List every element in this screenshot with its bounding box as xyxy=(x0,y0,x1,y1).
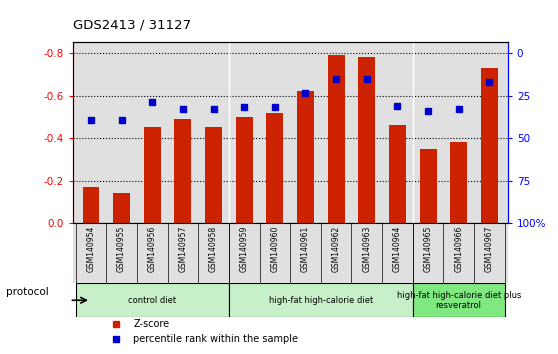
FancyBboxPatch shape xyxy=(75,283,229,317)
Text: GSM140954: GSM140954 xyxy=(86,226,95,273)
Bar xyxy=(389,125,406,223)
Text: GSM140966: GSM140966 xyxy=(454,226,463,273)
Bar xyxy=(205,127,222,223)
Text: GSM140955: GSM140955 xyxy=(117,226,126,273)
Bar xyxy=(266,113,283,223)
Bar xyxy=(450,142,467,223)
Text: protocol: protocol xyxy=(6,287,49,297)
Bar xyxy=(144,127,161,223)
Bar xyxy=(113,193,130,223)
Bar xyxy=(328,55,345,223)
Bar xyxy=(83,187,99,223)
Bar xyxy=(481,68,498,223)
Bar xyxy=(297,91,314,223)
FancyBboxPatch shape xyxy=(413,283,505,317)
Text: GSM140961: GSM140961 xyxy=(301,226,310,272)
Text: GSM140956: GSM140956 xyxy=(148,226,157,273)
Text: GDS2413 / 31127: GDS2413 / 31127 xyxy=(73,19,191,32)
Text: Z-score: Z-score xyxy=(133,319,170,329)
Text: GSM140962: GSM140962 xyxy=(331,226,340,272)
Text: high-fat high-calorie diet plus
resveratrol: high-fat high-calorie diet plus resverat… xyxy=(397,291,521,310)
Bar xyxy=(236,117,253,223)
Text: GSM140958: GSM140958 xyxy=(209,226,218,272)
Bar xyxy=(420,149,436,223)
Text: control diet: control diet xyxy=(128,296,176,305)
Text: percentile rank within the sample: percentile rank within the sample xyxy=(133,335,299,344)
Text: GSM140964: GSM140964 xyxy=(393,226,402,273)
Text: GSM140967: GSM140967 xyxy=(485,226,494,273)
Text: GSM140959: GSM140959 xyxy=(240,226,249,273)
Text: GSM140960: GSM140960 xyxy=(270,226,280,273)
Bar xyxy=(175,119,191,223)
FancyBboxPatch shape xyxy=(229,283,413,317)
Bar xyxy=(358,57,375,223)
Text: GSM140957: GSM140957 xyxy=(179,226,187,273)
Text: GSM140963: GSM140963 xyxy=(362,226,371,273)
Text: GSM140965: GSM140965 xyxy=(424,226,432,273)
Text: high-fat high-calorie diet: high-fat high-calorie diet xyxy=(269,296,373,305)
